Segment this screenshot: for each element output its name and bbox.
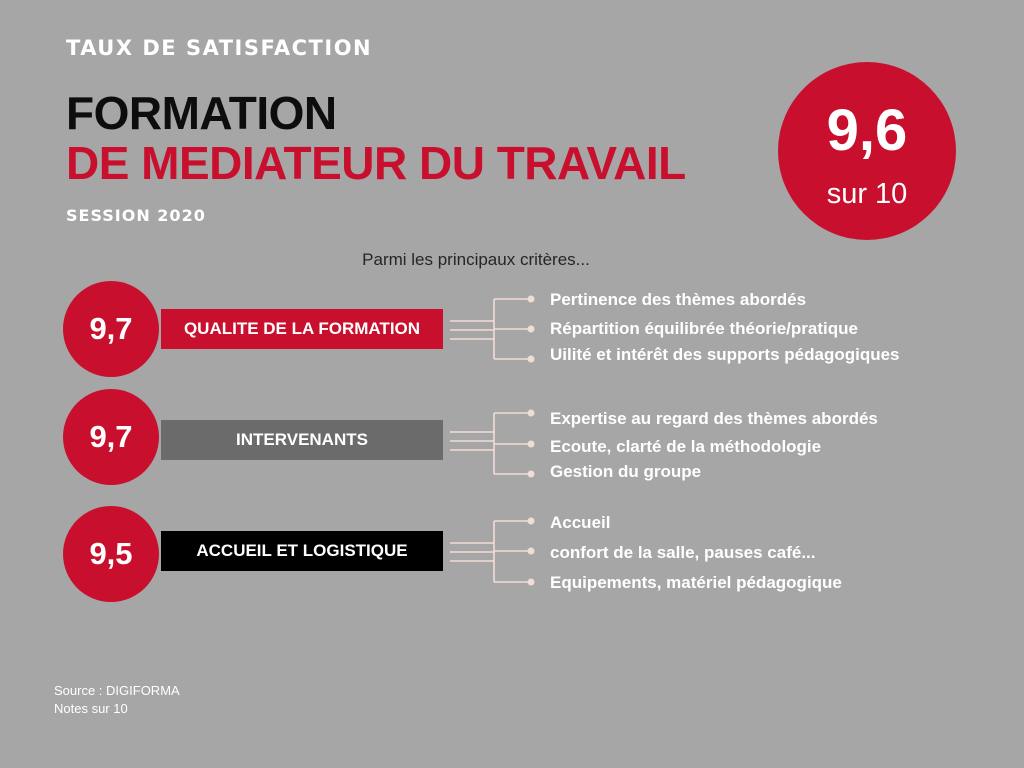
category-banner-quality: QUALITE DE LA FORMATION	[161, 309, 443, 349]
criterion-item: Accueil	[550, 513, 611, 532]
criterion-item: Ecoute, clarté de la méthodologie	[550, 437, 822, 456]
overall-score-unit: sur 10	[826, 178, 908, 210]
criterion-item: Répartition équilibrée théorie/pratique	[550, 319, 858, 338]
overall-score-badge: 9,6 sur 10	[778, 62, 956, 240]
main-title-line1: FORMATION	[66, 87, 337, 139]
criterion-item: Uilité et intérêt des supports pédagogiq…	[550, 345, 900, 364]
category-score-speakers: 9,7	[63, 389, 159, 485]
category-banner-speakers: INTERVENANTS	[161, 420, 443, 460]
kicker-title: TAUX DE SATISFACTION	[66, 36, 373, 60]
criterion-item: Pertinence des thèmes abordés	[550, 290, 807, 309]
category-score-quality: 9,7	[63, 281, 159, 377]
overall-score: 9,6	[826, 98, 908, 163]
scale-note: Notes sur 10	[54, 701, 128, 716]
intro-text: Parmi les principaux critères...	[362, 250, 590, 269]
category-score-logistics: 9,5	[63, 506, 159, 602]
connector-group-1	[450, 298, 530, 360]
criterion-item: Expertise au regard des thèmes abordés	[550, 409, 878, 428]
criterion-item: Gestion du groupe	[550, 462, 702, 481]
criterion-item: Equipements, matériel pédagogique	[550, 573, 842, 592]
connector-group-2	[450, 412, 530, 475]
category-banner-logistics: ACCUEIL ET LOGISTIQUE	[161, 531, 443, 571]
source-note: Source : DIGIFORMA	[54, 683, 180, 698]
session-label: SESSION 2020	[66, 206, 206, 225]
main-title-line2: DE MEDIATEUR DU TRAVAIL	[66, 137, 686, 189]
connector-group-3	[450, 520, 530, 583]
criterion-item: confort de la salle, pauses café...	[550, 543, 816, 562]
